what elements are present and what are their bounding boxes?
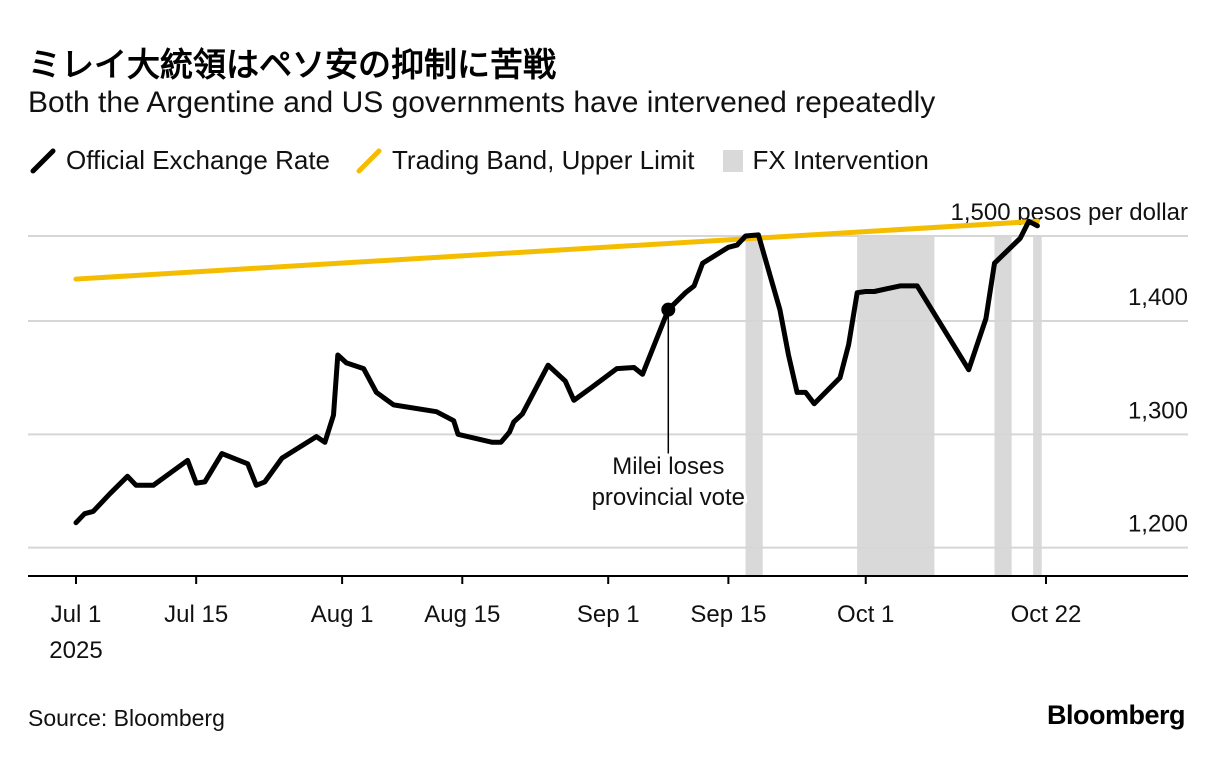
legend-item-fx-intervention: FX Intervention: [719, 145, 929, 176]
x-tick-label-3: Aug 15: [424, 601, 500, 628]
chart-title: ミレイ大統領はペソ安の抑制に苦戦: [28, 45, 556, 84]
x-tick-label-7: Oct 22: [1011, 601, 1082, 628]
legend-label-trading-band: Trading Band, Upper Limit: [392, 145, 695, 175]
legend-item-trading-band: Trading Band, Upper Limit: [354, 145, 695, 176]
legend: Official Exchange Rate Trading Band, Upp…: [28, 145, 953, 176]
exchange-rate-line: [73, 218, 1040, 526]
y-tick-label-1: 1,300: [1128, 397, 1188, 424]
legend-item-exchange-rate: Official Exchange Rate: [28, 145, 330, 176]
y-tick-label-0: 1,200: [1128, 511, 1188, 538]
bloomberg-logo: Bloomberg: [1046, 700, 1186, 730]
annotation-text-line-1: provincial vote: [592, 484, 745, 511]
x-tick-label-5: Sep 15: [690, 601, 766, 628]
x-tick-label-4: Sep 1: [577, 601, 640, 628]
trading-band-line: [73, 218, 1040, 282]
annotation-text-line-0: Milei loses: [612, 453, 724, 480]
fx-intervention-band-2: [994, 236, 1012, 576]
legend-label-fx-intervention: FX Intervention: [752, 145, 929, 175]
yellow-line-swatch-icon: [356, 148, 382, 173]
gray-box-swatch-icon: [722, 149, 743, 172]
x-tick-sublabel-0: 2025: [49, 637, 102, 664]
fx-intervention-band-0: [745, 236, 763, 576]
y-tick-label-2: 1,400: [1128, 284, 1188, 311]
black-line-swatch-icon: [30, 148, 56, 173]
x-tick-label-1: Jul 15: [164, 601, 228, 628]
x-tick-label-0: Jul 1: [51, 601, 102, 628]
chart-subtitle: Both the Argentine and US governments ha…: [28, 86, 936, 119]
x-tick-label-6: Oct 1: [837, 601, 894, 628]
x-tick-label-2: Aug 1: [311, 601, 374, 628]
source-note: Source: Bloomberg: [28, 705, 225, 731]
fx-intervention-band-3: [1033, 236, 1042, 576]
legend-label-exchange-rate: Official Exchange Rate: [66, 145, 330, 175]
annotation-marker-dot: [661, 302, 676, 317]
y-tick-label-3: 1,500 pesos per dollar: [951, 199, 1189, 226]
